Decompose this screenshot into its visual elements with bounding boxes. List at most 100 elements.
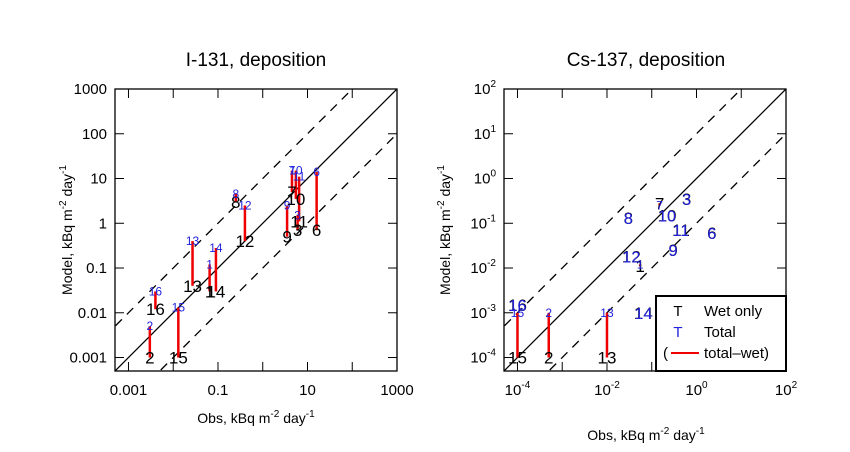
x-axis-label: Obs, kBq m-2 day-1 (197, 409, 315, 426)
total-point-label: 1 (206, 257, 213, 271)
total-point-label: 10 (658, 208, 676, 225)
chart-title: Cs-137, deposition (567, 50, 725, 71)
legend-symbol: T (673, 324, 682, 341)
wet-point-label: 2 (145, 349, 154, 368)
wet-point-label: 10 (658, 206, 677, 225)
wet-point-label: 8 (624, 209, 633, 228)
tick-exponent: -1 (487, 213, 496, 224)
wet-point-label: 15 (508, 349, 527, 368)
tick-base: 10 (470, 350, 487, 367)
x-tick-label: 0.1 (208, 382, 229, 399)
legend-paren: ( (663, 345, 668, 362)
wet-point-label: 1 (635, 257, 644, 276)
total-point-label: 9 (284, 198, 291, 212)
wet-point-label: 14 (206, 282, 225, 301)
tick-base: 10 (775, 382, 792, 399)
x-tick-label: 10-2 (594, 380, 620, 399)
wet-point-label: 16 (146, 300, 165, 319)
x-axis-label: Obs, kBq m-2 day-1 (587, 426, 705, 443)
legend-label: Total (704, 324, 736, 341)
tick-base: 10 (474, 171, 491, 188)
factor-ten-line (547, 132, 786, 371)
wet-point-label: 9 (668, 241, 677, 260)
tick-exponent: 2 (792, 380, 798, 391)
panel-cs137: Cs-137, deposition Obs, kBq m-2 day-1 Mo… (436, 50, 798, 443)
total-point-label: 15 (172, 301, 186, 315)
tick-base: 10 (685, 382, 702, 399)
tick-base: 10 (594, 382, 611, 399)
legend-label: total–wet) (704, 345, 769, 362)
wet-point-label: 6 (312, 221, 321, 240)
total-point-label: 9 (669, 243, 678, 260)
wet-point-label: 12 (235, 232, 254, 251)
y-tick-label: 10-1 (470, 213, 496, 232)
chart-title: I-131, deposition (186, 50, 327, 71)
y-tick-label: 100 (82, 126, 107, 143)
x-tick-label: 1000 (380, 382, 413, 399)
factor-ten-line (504, 89, 743, 328)
wet-point-label: 11 (672, 221, 690, 240)
tick-exponent: -2 (487, 258, 496, 269)
y-axis-label: Model, kBq m-2 day-1 (436, 165, 453, 295)
total-point-label: 12 (622, 250, 640, 267)
wet-point-label: 10 (286, 190, 305, 209)
legend-frame (655, 295, 787, 372)
total-point-label: 16 (509, 298, 527, 315)
wet-point-label: 7 (287, 183, 296, 202)
factor-ten-line (115, 89, 354, 328)
total-point-label: 16 (149, 284, 163, 298)
wet-point-label: 3 (682, 190, 691, 209)
panel-i131: I-131, deposition Obs, kBq m-2 day-1 Mod… (58, 50, 414, 426)
wet-point-label: 11 (290, 212, 308, 231)
tick-exponent: 0 (490, 169, 496, 180)
wet-point-label: 13 (598, 349, 617, 368)
y-tick-label: 0.1 (86, 260, 107, 277)
total-point-label: 6 (707, 226, 716, 243)
x-axis-label-text: Obs, kBq m (197, 410, 270, 426)
total-point-label: 13 (186, 234, 200, 248)
total-point-label: 13 (600, 306, 614, 320)
x-tick-label: 10-4 (505, 380, 531, 399)
tick-base: 10 (470, 215, 487, 232)
plot-frame (114, 88, 398, 372)
one-to-one-line (504, 89, 786, 371)
y-tick-label: 101 (474, 124, 497, 143)
wet-point-label: 3 (293, 221, 302, 240)
wet-point-label: 9 (282, 228, 291, 247)
x-tick-label: 0.001 (110, 382, 148, 399)
total-point-label: 2 (545, 306, 552, 320)
total-point-label: 11 (293, 170, 306, 184)
wet-point-label: 7 (655, 194, 664, 213)
y-axis-label: Model, kBq m-2 day-1 (58, 165, 75, 295)
total-point-label: 3 (294, 208, 301, 222)
x-tick-label: 100 (685, 380, 708, 399)
y-tick-label: 1 (99, 215, 107, 232)
tick-exponent: -4 (521, 380, 530, 391)
wet-point-label: 16 (508, 296, 527, 315)
total-point-label: 14 (634, 306, 652, 323)
factor-ten-line (158, 132, 397, 371)
wet-point-label: 13 (183, 277, 202, 296)
tick-exponent: -4 (487, 348, 496, 359)
tick-base: 10 (470, 305, 487, 322)
tick-exponent: -2 (611, 380, 620, 391)
tick-base: 10 (470, 260, 487, 277)
total-point-label: 7 (289, 164, 296, 178)
y-tick-label: 10-2 (470, 258, 496, 277)
total-point-label: 11 (673, 223, 690, 240)
tick-exponent: 2 (490, 79, 496, 90)
total-point-label: 1 (637, 257, 644, 271)
total-point-label: 8 (624, 211, 633, 228)
tick-base: 10 (474, 81, 491, 98)
y-tick-label: 1000 (74, 81, 107, 98)
y-tick-label: 102 (474, 79, 497, 98)
one-to-one-line (115, 89, 397, 371)
total-point-label: 7 (656, 198, 663, 212)
total-point-label: 3 (682, 192, 691, 209)
wet-point-label: 8 (231, 193, 240, 212)
y-tick-label: 10-4 (470, 348, 496, 367)
tick-exponent: 1 (490, 124, 496, 135)
y-tick-label: 0.01 (78, 305, 107, 322)
wet-point-label: 6 (707, 224, 716, 243)
